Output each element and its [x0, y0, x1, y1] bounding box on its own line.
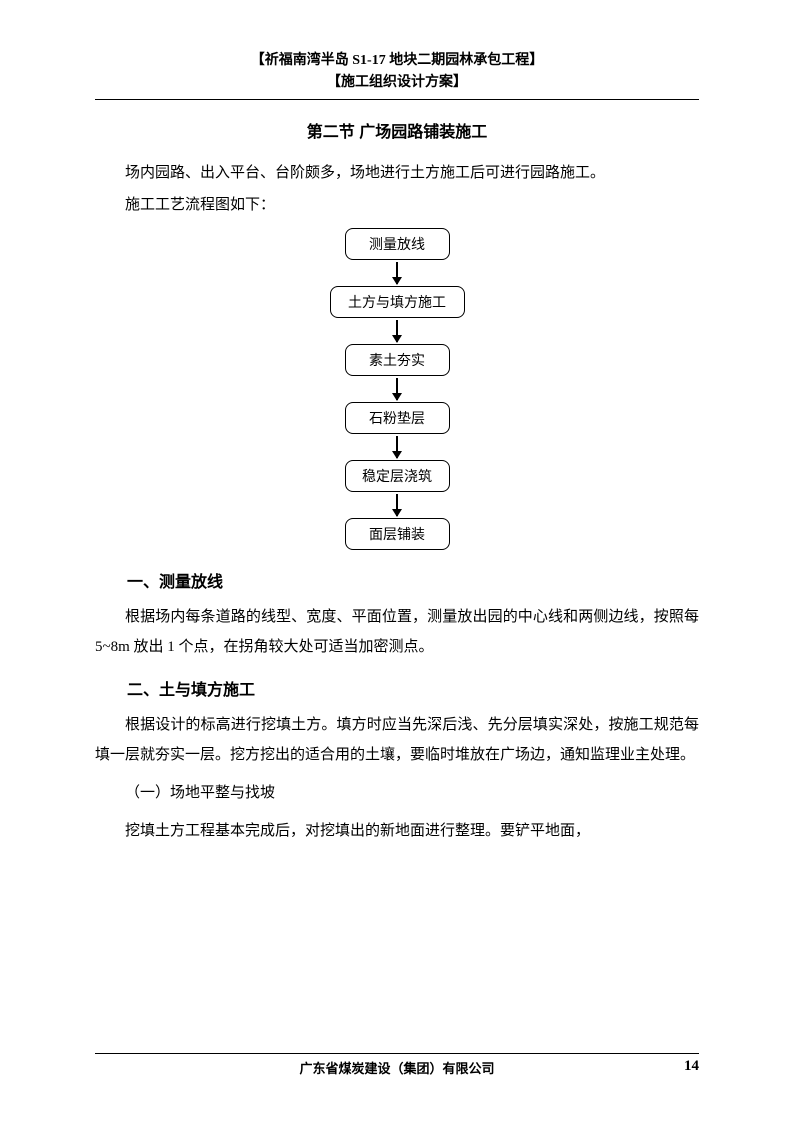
section-title: 第二节 广场园路铺装施工 — [95, 118, 699, 142]
flow-arrow — [396, 320, 398, 342]
subheading-1: 一、测量放线 — [95, 568, 699, 592]
flow-arrow — [396, 436, 398, 458]
subheading-2: 二、土与填方施工 — [95, 676, 699, 700]
footer-company: 广东省煤炭建设（集团）有限公司 — [95, 1058, 699, 1077]
paragraph-intro-1: 场内园路、出入平台、台阶颇多，场地进行土方施工后可进行园路施工。 — [95, 158, 699, 188]
header-divider — [95, 99, 699, 100]
paragraph-sub1: 根据场内每条道路的线型、宽度、平面位置，测量放出园的中心线和两侧边线，按照每 5… — [95, 602, 699, 662]
document-header: 【祈福南湾半岛 S1-17 地块二期园林承包工程】 【施工组织设计方案】 — [95, 50, 699, 95]
paragraph-sub2-1: 挖填土方工程基本完成后，对挖填出的新地面进行整理。要铲平地面， — [95, 816, 699, 846]
document-footer: 广东省煤炭建设（集团）有限公司 14 — [95, 1053, 699, 1077]
header-line2: 【施工组织设计方案】 — [95, 72, 699, 94]
flow-node: 稳定层浇筑 — [345, 460, 450, 492]
flow-node: 石粉垫层 — [345, 402, 450, 434]
flow-arrow — [396, 262, 398, 284]
paragraph-sub2: 根据设计的标高进行挖填土方。填方时应当先深后浅、先分层填实深处，按施工规范每填一… — [95, 710, 699, 770]
paragraph-intro-2: 施工工艺流程图如下： — [95, 190, 699, 220]
flow-arrow — [396, 378, 398, 400]
header-line1: 【祈福南湾半岛 S1-17 地块二期园林承包工程】 — [95, 50, 699, 72]
page-number: 14 — [684, 1058, 699, 1075]
flow-arrow — [396, 494, 398, 516]
flow-node: 素土夯实 — [345, 344, 450, 376]
flow-node: 土方与填方施工 — [330, 286, 465, 318]
subsubheading-2-1: （一）场地平整与找坡 — [95, 778, 699, 808]
flow-node: 测量放线 — [345, 228, 450, 260]
process-flowchart: 测量放线土方与填方施工素土夯实石粉垫层稳定层浇筑面层铺装 — [95, 228, 699, 550]
flow-node: 面层铺装 — [345, 518, 450, 550]
